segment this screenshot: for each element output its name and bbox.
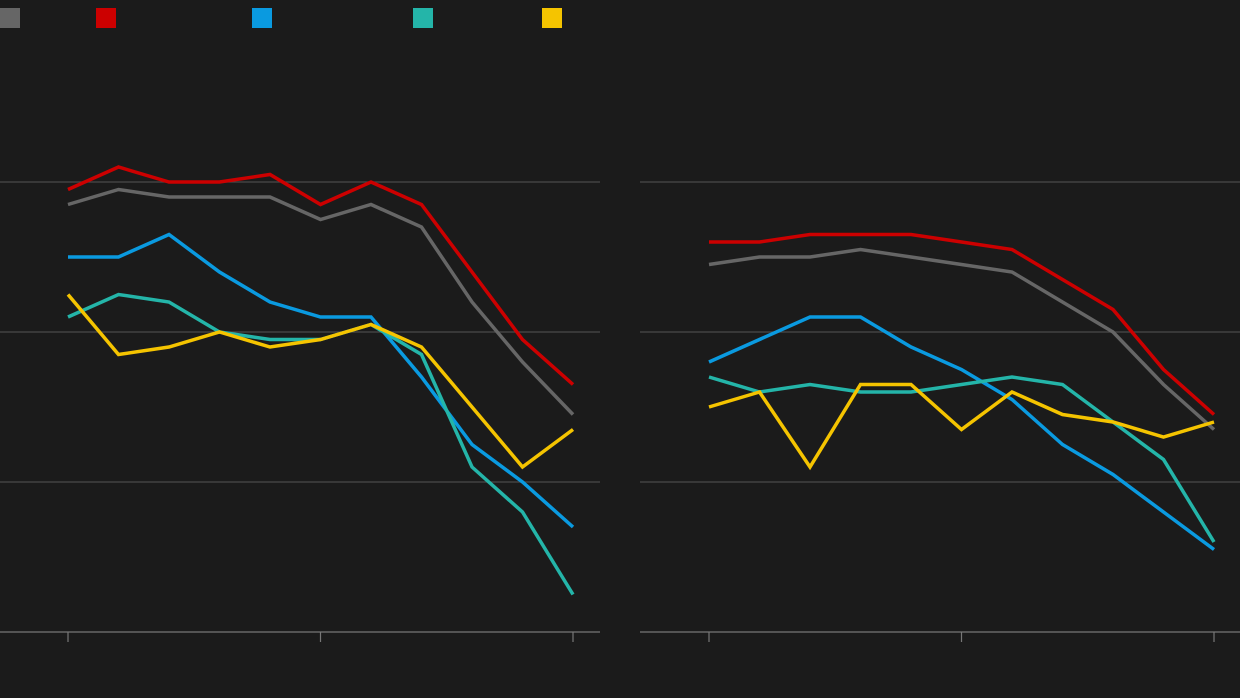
series-line-2	[67, 165, 575, 386]
legend-swatch-3	[252, 8, 272, 28]
series-line-5	[66, 293, 575, 470]
legend-swatch-5	[542, 8, 562, 28]
chart-panel-right	[640, 181, 1240, 642]
series-line-3	[708, 315, 1216, 551]
legend-swatch-1	[0, 8, 20, 28]
legend-swatch-4	[413, 8, 433, 28]
series-line-5	[708, 382, 1215, 471]
series-line-2	[709, 232, 1216, 416]
series-line-3	[68, 232, 575, 529]
chart-panel-left	[0, 165, 600, 642]
series-line-4	[708, 375, 1216, 543]
series-line-1	[67, 187, 575, 416]
series-line-1	[708, 247, 1216, 431]
legend-swatch-2	[96, 8, 116, 28]
legend	[0, 8, 562, 28]
